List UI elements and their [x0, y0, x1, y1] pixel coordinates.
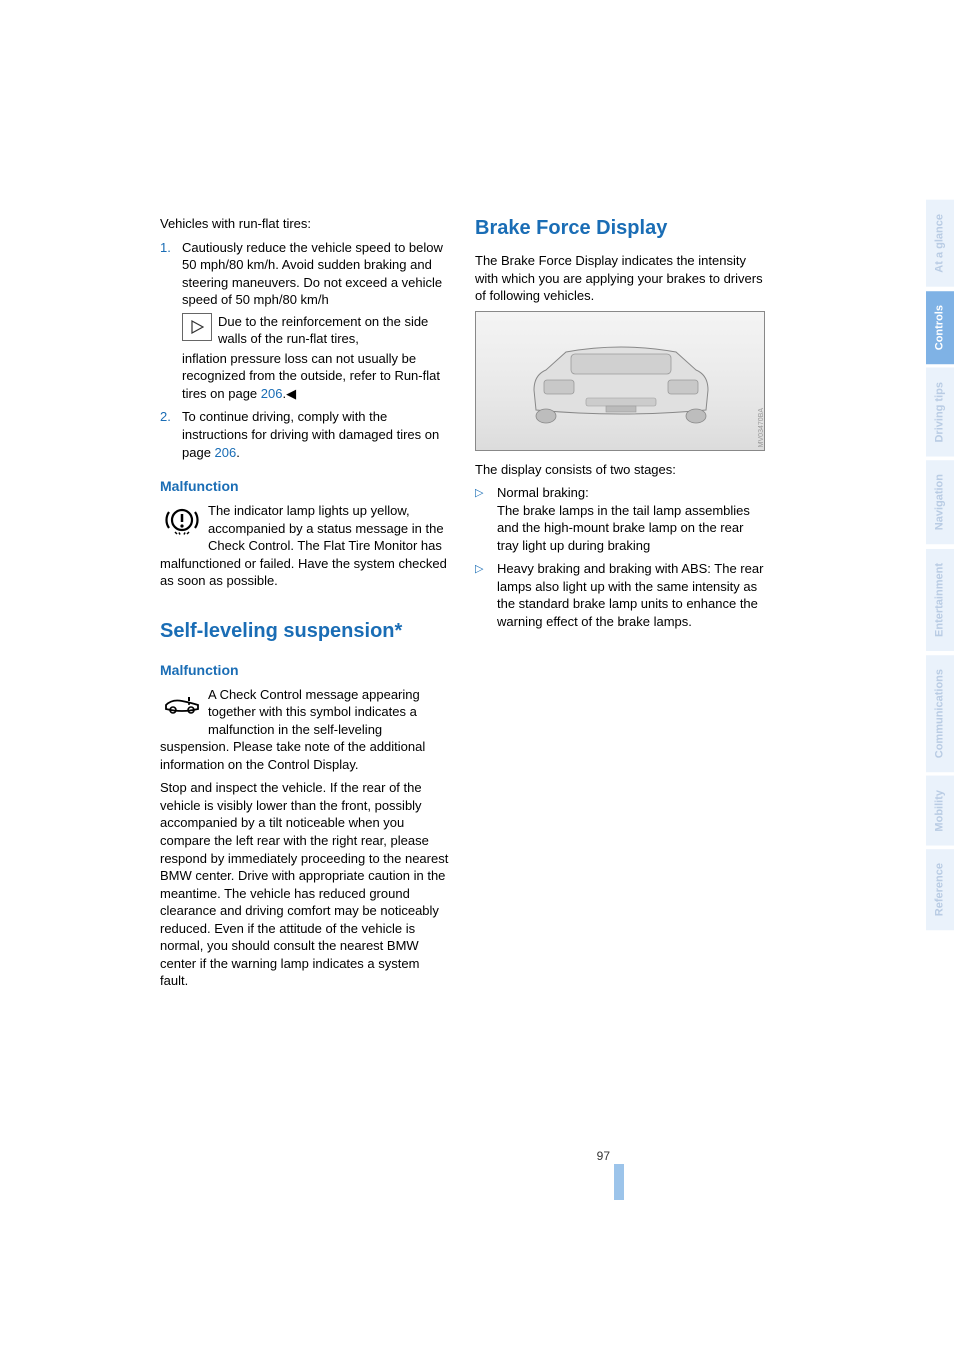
- suspension-warning-icon: [160, 686, 204, 722]
- right-column: Brake Force Display The Brake Force Disp…: [475, 215, 765, 637]
- page-link-206[interactable]: 206: [215, 445, 237, 460]
- brake-force-heading: Brake Force Display: [475, 215, 765, 242]
- stages-intro: The display consists of two stages:: [475, 461, 765, 479]
- tab-navigation[interactable]: Navigation: [926, 460, 954, 544]
- page-number-bar: [614, 1164, 624, 1200]
- bullet-normal-braking: ▷ Normal braking: The brake lamps in the…: [475, 484, 765, 554]
- triangle-left-icon: ◀: [286, 386, 296, 401]
- page-link-206[interactable]: 206: [261, 386, 283, 401]
- car-rear-svg: [516, 340, 726, 428]
- step-number: 2.: [160, 408, 182, 461]
- malfunction-2-body: A Check Control message appearing togeth…: [160, 686, 450, 774]
- tab-entertainment[interactable]: Entertainment: [926, 549, 954, 651]
- page-content: Vehicles with run-flat tires: 1. Cautiou…: [160, 215, 770, 996]
- bullet-heavy-braking: ▷ Heavy braking and braking with ABS: Th…: [475, 560, 765, 630]
- tab-reference[interactable]: Reference: [926, 849, 954, 930]
- self-leveling-heading: Self-leveling suspension*: [160, 618, 450, 645]
- info-callout: Due to the reinforcement on the side wal…: [182, 313, 450, 348]
- tab-driving-tips[interactable]: Driving tips: [926, 368, 954, 457]
- step-1: 1. Cautiously reduce the vehicle speed t…: [160, 239, 450, 403]
- side-tabs: At a glance Controls Driving tips Naviga…: [926, 200, 954, 935]
- step-body: Cautiously reduce the vehicle speed to b…: [182, 239, 450, 403]
- bullet-body: Heavy braking and braking with ABS: The …: [497, 560, 765, 630]
- malfunction-1-body: The indicator lamp lights up yellow, acc…: [160, 502, 450, 590]
- tab-mobility[interactable]: Mobility: [926, 776, 954, 846]
- triangle-play-icon: [182, 313, 212, 341]
- bullet-body: Normal braking: The brake lamps in the t…: [497, 484, 765, 554]
- malfunction-heading-2: Malfunction: [160, 661, 450, 680]
- page-number: 97: [470, 1148, 610, 1164]
- malfunction-2-para2: Stop and inspect the vehicle. If the rea…: [160, 779, 450, 990]
- step-body: To continue driving, comply with the ins…: [182, 408, 450, 461]
- figure-code: MV03470BA: [757, 408, 766, 447]
- triangle-bullet-icon: ▷: [475, 484, 497, 554]
- warning-lamp-icon: [160, 502, 204, 538]
- left-column: Vehicles with run-flat tires: 1. Cautiou…: [160, 215, 450, 996]
- info-text-rest: inflation pressure loss can not usually …: [182, 350, 450, 403]
- triangle-bullet-icon: ▷: [475, 560, 497, 630]
- tab-controls[interactable]: Controls: [926, 291, 954, 364]
- tab-communications[interactable]: Communications: [926, 655, 954, 772]
- tab-at-a-glance[interactable]: At a glance: [926, 200, 954, 287]
- step-2: 2. To continue driving, comply with the …: [160, 408, 450, 461]
- step-number: 1.: [160, 239, 182, 403]
- malfunction-heading-1: Malfunction: [160, 477, 450, 496]
- brake-force-intro: The Brake Force Display indicates the in…: [475, 252, 765, 305]
- intro-text: Vehicles with run-flat tires:: [160, 215, 450, 233]
- car-rear-figure: MV03470BA: [475, 311, 765, 451]
- info-text-start: Due to the reinforcement on the side wal…: [218, 313, 450, 348]
